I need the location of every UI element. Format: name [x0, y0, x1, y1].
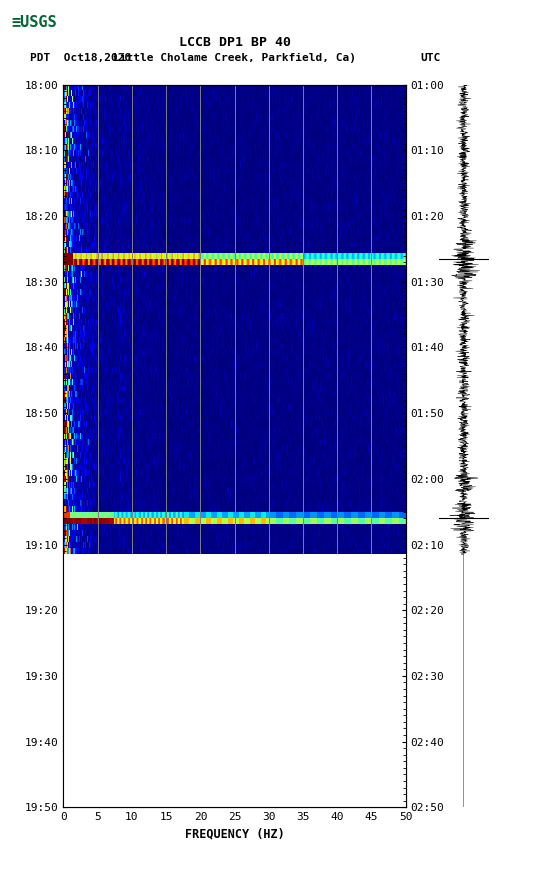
- Text: LCCB DP1 BP 40: LCCB DP1 BP 40: [179, 37, 290, 49]
- Text: ≡USGS: ≡USGS: [11, 15, 57, 29]
- Text: UTC: UTC: [421, 53, 440, 63]
- Bar: [63, 555, 406, 807]
- Text: Little Cholame Creek, Parkfield, Ca): Little Cholame Creek, Parkfield, Ca): [113, 53, 356, 63]
- Text: PDT  Oct18,2020: PDT Oct18,2020: [30, 53, 131, 63]
- X-axis label: FREQUENCY (HZ): FREQUENCY (HZ): [185, 828, 284, 840]
